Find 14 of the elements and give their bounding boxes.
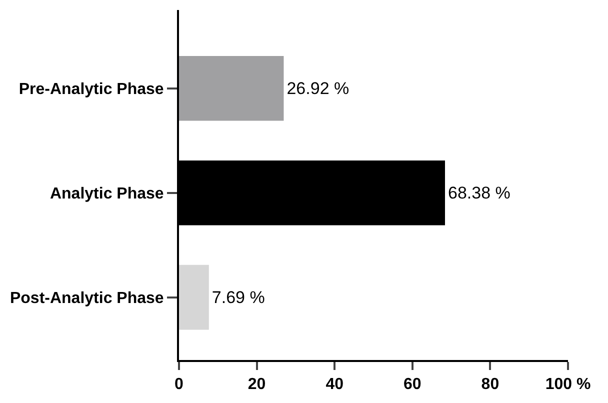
x-tick-label: 20 [248,376,266,394]
y-tick-label: Pre-Analytic Phase [18,80,164,98]
bar [179,264,209,330]
data-label: 7.69 % [212,288,265,307]
x-tick-label: 60 [404,376,422,394]
x-tick-label: 0 [174,376,184,394]
data-label: 26.92 % [286,78,350,98]
data-label: 68.38 % [448,183,510,202]
x-tick-label: 80 [481,376,500,394]
y-tick-label: Post-Analytic Phase [10,290,164,307]
x-tick-label: 40 [326,376,344,394]
x-tick-label: 100 % [545,376,591,394]
bar [179,56,284,121]
y-tick-label: Analytic Phase [50,185,164,202]
